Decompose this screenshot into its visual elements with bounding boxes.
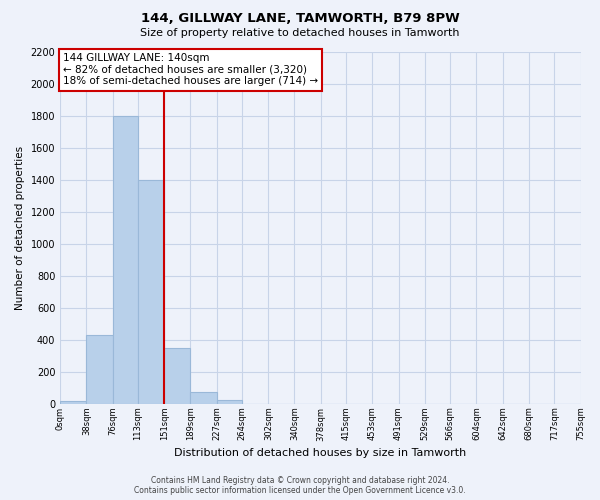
Text: 144 GILLWAY LANE: 140sqm
← 82% of detached houses are smaller (3,320)
18% of sem: 144 GILLWAY LANE: 140sqm ← 82% of detach… bbox=[63, 54, 318, 86]
Bar bbox=[164, 348, 190, 404]
Bar bbox=[217, 400, 242, 404]
X-axis label: Distribution of detached houses by size in Tamworth: Distribution of detached houses by size … bbox=[174, 448, 466, 458]
Bar bbox=[113, 116, 138, 404]
Bar bbox=[86, 335, 113, 404]
Bar bbox=[60, 400, 86, 404]
Bar bbox=[138, 180, 164, 404]
Text: Contains HM Land Registry data © Crown copyright and database right 2024.
Contai: Contains HM Land Registry data © Crown c… bbox=[134, 476, 466, 495]
Y-axis label: Number of detached properties: Number of detached properties bbox=[15, 146, 25, 310]
Bar bbox=[190, 392, 217, 404]
Text: 144, GILLWAY LANE, TAMWORTH, B79 8PW: 144, GILLWAY LANE, TAMWORTH, B79 8PW bbox=[140, 12, 460, 26]
Text: Size of property relative to detached houses in Tamworth: Size of property relative to detached ho… bbox=[140, 28, 460, 38]
